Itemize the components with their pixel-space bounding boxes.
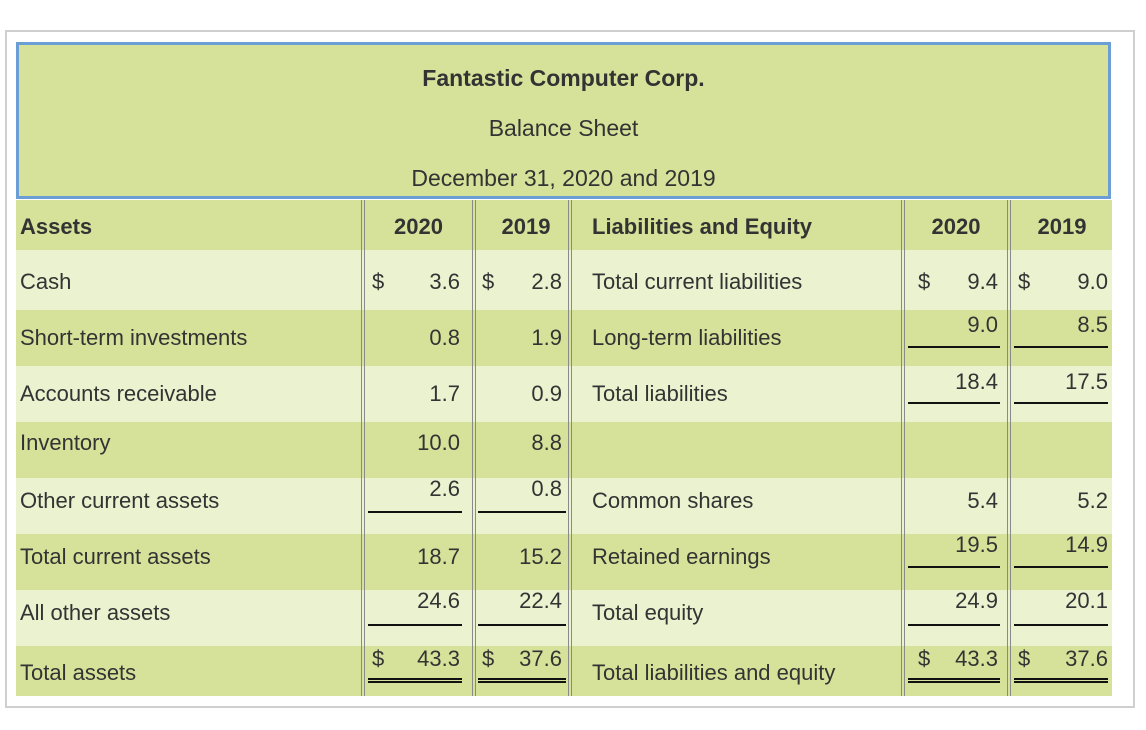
column-header-liabilities: Liabilities and Equity xyxy=(592,214,813,239)
liability-2019-value: 14.9 xyxy=(1065,532,1108,557)
liability-2020-value: 9.4 xyxy=(967,269,998,294)
liability-2019-value: 8.5 xyxy=(1077,312,1108,337)
asset-2019-value: 37.6 xyxy=(519,646,562,671)
asset-label: Other current assets xyxy=(20,488,220,513)
liability-label: Retained earnings xyxy=(592,544,771,569)
liability-2020-value: 18.4 xyxy=(955,369,998,394)
column-divider xyxy=(901,200,905,696)
asset-label: Total current assets xyxy=(20,544,211,569)
subtotal-rule xyxy=(478,511,566,513)
subtotal-rule xyxy=(368,624,462,626)
asset-2019-value: 0.8 xyxy=(531,476,562,501)
asset-2019-value: 22.4 xyxy=(519,588,562,613)
column-header-assets-2020: 2020 xyxy=(394,214,443,239)
subtotal-rule xyxy=(1014,402,1108,404)
subtotal-rule xyxy=(908,624,1000,626)
liability-2019-value: 5.2 xyxy=(1077,488,1108,513)
asset-2020-value: 3.6 xyxy=(429,269,460,294)
liability-2019-value: 20.1 xyxy=(1065,588,1108,613)
subtotal-rule xyxy=(908,346,1000,348)
company-name: Fantastic Computer Corp. xyxy=(422,65,705,91)
asset-2019-value: 0.9 xyxy=(531,381,562,406)
asset-label: Short-term investments xyxy=(20,325,248,350)
liability-label: Total equity xyxy=(592,600,704,625)
table-row xyxy=(16,478,1112,534)
statement-dates: December 31, 2020 and 2019 xyxy=(411,165,716,191)
liability-2019-value: 17.5 xyxy=(1065,369,1108,394)
asset-2019-currency: $ xyxy=(482,646,495,671)
asset-label: Total assets xyxy=(20,660,137,685)
column-divider xyxy=(361,200,365,696)
liability-label: Common shares xyxy=(592,488,754,513)
subtotal-rule xyxy=(908,566,1000,568)
liability-2019-currency: $ xyxy=(1018,646,1031,671)
total-double-rule xyxy=(1014,678,1108,683)
column-header-assets-2019: 2019 xyxy=(501,214,551,239)
asset-label: Cash xyxy=(20,269,72,294)
asset-2019-currency: $ xyxy=(482,269,495,294)
liability-2020-value: 9.0 xyxy=(967,312,998,337)
asset-2020-value: 24.6 xyxy=(417,588,460,613)
asset-2019-value: 8.8 xyxy=(531,430,562,455)
total-double-rule xyxy=(368,678,462,683)
subtotal-rule xyxy=(368,511,462,513)
liability-label: Total liabilities and equity xyxy=(592,660,836,685)
liability-2020-value: 43.3 xyxy=(955,646,998,671)
asset-2019-value: 2.8 xyxy=(531,269,562,294)
balance-sheet-table: Assets 2020 2019 Liabilities and Equity … xyxy=(16,200,1112,696)
subtotal-rule xyxy=(478,624,566,626)
liability-2019-value: 37.6 xyxy=(1065,646,1108,671)
subtotal-rule xyxy=(1014,566,1108,568)
liability-2019-currency: $ xyxy=(1018,269,1031,294)
subtotal-rule xyxy=(1014,346,1108,348)
liability-label: Long-term liabilities xyxy=(592,325,782,350)
table-row xyxy=(16,422,1112,478)
column-divider xyxy=(1007,200,1011,696)
table-row xyxy=(16,366,1112,422)
statement-title: Balance Sheet xyxy=(488,115,639,141)
column-header-liabilities-2019: 2019 xyxy=(1037,214,1087,239)
subtotal-rule xyxy=(908,402,1000,404)
column-divider xyxy=(472,200,476,696)
table-row xyxy=(16,250,1112,310)
table-row xyxy=(16,534,1112,590)
asset-2020-value: 18.7 xyxy=(417,544,460,569)
table-row xyxy=(16,310,1112,366)
column-header-row xyxy=(16,200,1112,250)
liability-2019-value: 9.0 xyxy=(1077,269,1108,294)
table-row xyxy=(16,590,1112,646)
asset-2020-currency: $ xyxy=(372,269,385,294)
asset-2019-value: 1.9 xyxy=(531,325,562,350)
liability-2020-currency: $ xyxy=(918,269,931,294)
column-header-liabilities-2020: 2020 xyxy=(931,214,981,239)
liability-2020-value: 5.4 xyxy=(967,488,998,513)
asset-2020-currency: $ xyxy=(372,646,385,671)
asset-label: Accounts receivable xyxy=(20,381,217,406)
asset-label: All other assets xyxy=(20,600,171,625)
asset-2019-value: 15.2 xyxy=(519,544,562,569)
column-header-assets: Assets xyxy=(20,214,93,239)
liability-label: Total liabilities xyxy=(592,381,728,406)
statement-header: Fantastic Computer Corp. Balance Sheet D… xyxy=(16,42,1111,199)
subtotal-rule xyxy=(1014,624,1108,626)
asset-2020-value: 1.7 xyxy=(429,381,460,406)
liability-2020-value: 24.9 xyxy=(955,588,998,613)
liability-label: Total current liabilities xyxy=(592,269,803,294)
table-row xyxy=(16,646,1112,696)
asset-2020-value: 43.3 xyxy=(417,646,460,671)
column-divider xyxy=(568,200,572,696)
asset-2020-value: 2.6 xyxy=(429,476,460,501)
asset-label: Inventory xyxy=(20,430,111,455)
total-double-rule xyxy=(478,678,566,683)
asset-2020-value: 10.0 xyxy=(417,430,460,455)
total-double-rule xyxy=(908,678,1000,683)
asset-2020-value: 0.8 xyxy=(429,325,460,350)
liability-2020-currency: $ xyxy=(918,646,931,671)
liability-2020-value: 19.5 xyxy=(955,532,998,557)
